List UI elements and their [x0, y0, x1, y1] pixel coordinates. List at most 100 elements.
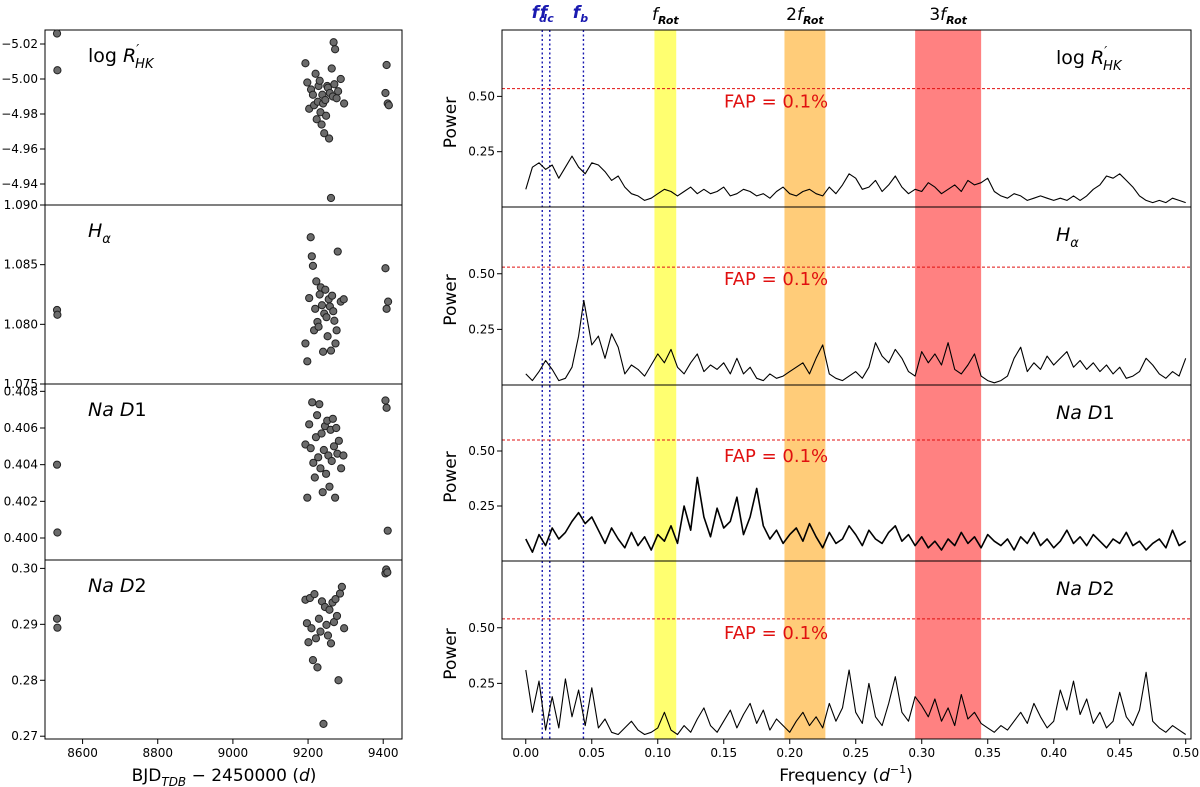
x-tick-label: 0.45 [1106, 746, 1133, 760]
data-point [326, 346, 336, 355]
y-tick-label: 0.404 [4, 458, 38, 472]
label-main: R [1091, 47, 1104, 69]
data-point [311, 304, 320, 313]
y-tick-label: 0.25 [468, 676, 495, 690]
data-point [383, 568, 392, 577]
band-label: fRot [652, 5, 679, 27]
data-point [301, 339, 310, 348]
y-axis-label: Power [441, 628, 461, 679]
label-main: Na D [1056, 402, 1103, 424]
y-tick-label: −5.02 [1, 37, 38, 51]
fap-label: FAP = 0.1% [724, 269, 828, 290]
label-main: H [88, 220, 102, 242]
periodogram-panel-label: log R′ HK [1056, 45, 1123, 74]
y-tick-label: 0.406 [4, 421, 38, 435]
planet-label-sub: d [539, 12, 547, 25]
fap-label: FAP = 0.1% [724, 446, 828, 467]
data-point [53, 623, 62, 632]
data-point [53, 528, 62, 537]
label-main: H [1056, 224, 1070, 246]
ts-panel-label: log R′ HK [88, 43, 155, 72]
fap-label: FAP = 0.1% [724, 623, 828, 644]
y-tick-label: 0.50 [468, 267, 495, 281]
x-tick-label: 0.30 [908, 746, 935, 760]
data-point [335, 589, 345, 598]
data-point [311, 433, 321, 442]
data-point [316, 627, 325, 636]
ts-panel-label: Hα [88, 220, 111, 247]
data-point [319, 445, 328, 455]
data-point [318, 347, 328, 356]
periodogram-panel-label: Na D1 [1056, 402, 1115, 424]
y-tick-label: 0.50 [468, 89, 495, 103]
y-tick-label: −4.96 [1, 142, 38, 156]
y-axis-label: Power [441, 451, 461, 502]
data-point [334, 676, 343, 685]
y-tick-label: 0.50 [468, 444, 495, 458]
data-point [327, 456, 336, 466]
data-point [382, 304, 391, 313]
data-point [325, 605, 334, 614]
data-point [329, 307, 338, 316]
y-tick-label: 1.090 [4, 198, 38, 212]
data-point [328, 414, 337, 423]
xlabel-rest: − 2450000 ( [186, 766, 299, 786]
xlabel-main: BJD [132, 766, 162, 786]
y-tick-label: 0.408 [4, 384, 38, 398]
x-tick-label: 8600 [67, 746, 98, 760]
xlabel-close: ) [310, 766, 317, 786]
data-point [317, 120, 326, 129]
y-tick-label: 1.080 [4, 317, 38, 331]
data-point [302, 619, 312, 628]
band-label-main: f [940, 5, 949, 25]
periodogram-column: 0.25 0.50 Power FAP = 0.1% log R′ HK 0.25 0.50 P… [441, 3, 1199, 786]
periodogram-panel-3: 0.25 0.50 Power FAP = 0.1% Na D2 [441, 560, 1192, 740]
data-point [329, 442, 339, 451]
data-point [310, 590, 319, 599]
x-tick-label: 9200 [293, 746, 324, 760]
band-label-sub: Rot [946, 14, 967, 27]
data-point [303, 78, 312, 87]
xlabel-unit: d [299, 766, 310, 786]
data-point [307, 252, 316, 261]
data-point [381, 264, 390, 273]
label-rest: 1 [1103, 402, 1115, 424]
band-label-prefix: 2 [786, 5, 797, 25]
x-tick-label: 0.00 [512, 746, 539, 760]
y-tick-label: 1.075 [4, 377, 38, 391]
xlabel-sub: TDB [161, 775, 186, 787]
label-main: R [123, 45, 136, 67]
data-point [313, 663, 322, 672]
data-point [311, 634, 321, 643]
x-tick-label: 0.25 [842, 746, 869, 760]
data-point [331, 339, 340, 348]
band-label: 3fRot [929, 5, 967, 27]
ts-panel-1: 1.075 1.080 1.085 1.090 Hα [4, 198, 403, 391]
x-tick-label: 8800 [142, 746, 173, 760]
label-main: Na D [88, 575, 135, 597]
label-sub: α [102, 232, 111, 247]
data-point [304, 638, 313, 647]
x-axis-label: Frequency (d−1) [779, 763, 913, 786]
y-tick-label: 0.29 [11, 617, 38, 631]
y-tick-label: 0.25 [468, 145, 495, 159]
ts-panel-2: 0.400 0.402 0.404 0.406 0.408 Na D1 [4, 383, 403, 561]
data-point [52, 614, 62, 623]
y-tick-label: 0.402 [4, 494, 38, 508]
periodogram-panel-0: 0.25 0.50 Power FAP = 0.1% log R′ HK [441, 29, 1192, 208]
data-point [312, 115, 321, 124]
data-point [305, 420, 314, 429]
planet-line-label: fc [540, 3, 554, 25]
periodogram-panel-label: Hα [1056, 224, 1079, 251]
y-axis-label: Power [441, 274, 461, 325]
band-label-main: f [652, 5, 661, 25]
data-point [325, 482, 334, 491]
label-prefix: log [88, 45, 123, 67]
data-point [322, 620, 331, 629]
planet-label-sub: b [580, 12, 588, 25]
data-point [53, 66, 62, 75]
data-point [317, 301, 327, 310]
band-label-sub: Rot [658, 14, 679, 27]
data-point [382, 403, 391, 412]
data-point [320, 129, 329, 138]
